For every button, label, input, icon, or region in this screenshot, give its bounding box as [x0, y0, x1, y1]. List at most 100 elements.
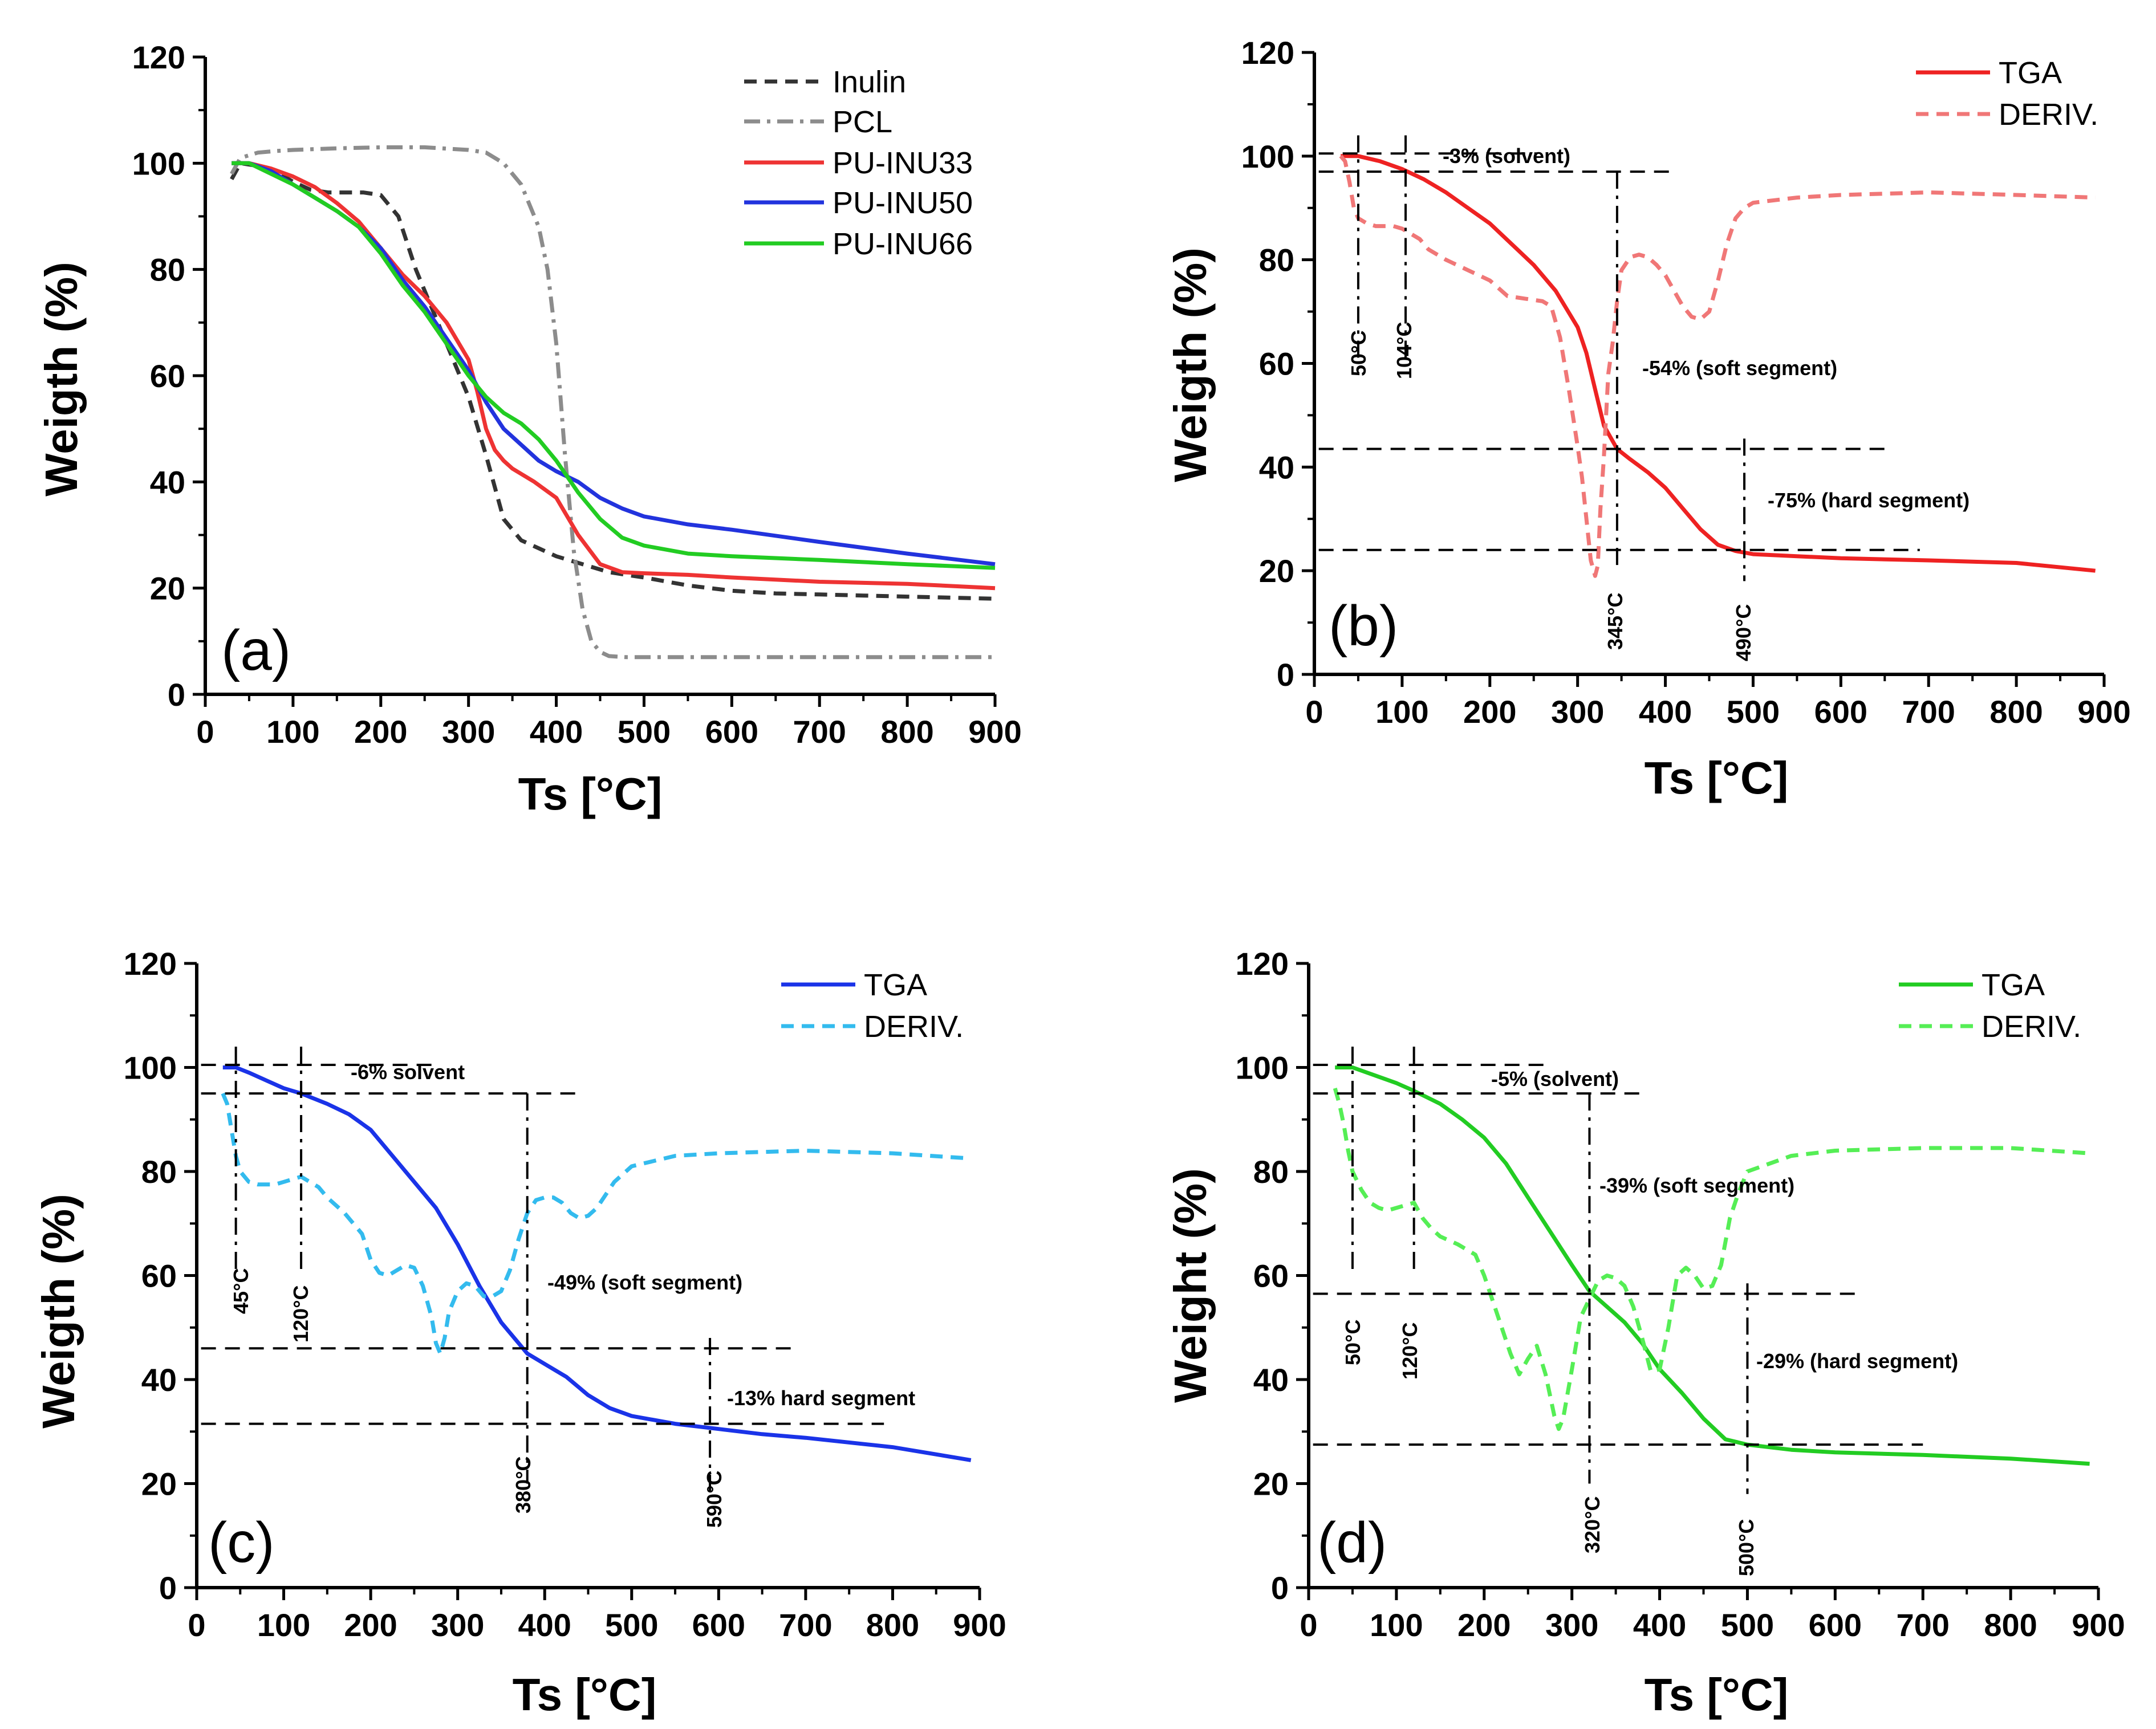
x-tick-label-b: 500	[1727, 694, 1780, 730]
y-tick-label-c: 80	[141, 1154, 177, 1190]
y-tick-label-d: 20	[1253, 1466, 1289, 1502]
panel-b-legend: TGA DERIV.	[1916, 56, 2098, 132]
x-tick-label-c: 200	[344, 1607, 397, 1643]
y-tick-label-a: 60	[150, 358, 185, 394]
legend-c-tga-label: TGA	[864, 968, 927, 1002]
x-tick-label-d: 600	[1809, 1607, 1862, 1643]
x-tick-label-b: 300	[1551, 694, 1604, 730]
panel-c-label: (c)	[208, 1511, 275, 1575]
y-tick-label-a: 120	[132, 39, 185, 75]
panel-c-anno-hard: -13% hard segment	[727, 1386, 915, 1410]
x-tick-label-c: 800	[866, 1607, 919, 1643]
x-tick-label-d: 500	[1721, 1607, 1774, 1643]
panel-b-anno-t2: 104°C	[1392, 322, 1416, 379]
panel-b-axes: 0 100 200 300 400 500 600 700 800 900 0 20 40 60 80 100…	[1241, 35, 2131, 730]
legend-a-pcl-label: PCL	[833, 105, 892, 139]
y-tick-label-b: 20	[1259, 553, 1294, 589]
y-tick-label-c: 120	[124, 946, 177, 982]
panel-c-xlabel: Ts [°C]	[513, 1669, 657, 1720]
y-tick-label-a: 0	[168, 677, 185, 713]
panel-b-anno-hard: -75% (hard segment)	[1768, 489, 1970, 512]
x-tick-label-b: 100	[1375, 694, 1428, 730]
panel-d-guides	[1313, 1047, 1923, 1494]
series-a-inulin	[230, 161, 996, 601]
legend-a-pu-inu50-label: PU-INU50	[833, 186, 973, 220]
panel-c-anno-t2: 120°C	[289, 1285, 312, 1342]
x-tick-label-a: 900	[968, 714, 1021, 750]
x-tick-label-d: 900	[2072, 1607, 2125, 1643]
panel-d: 0 100 200 300 400 500 600 700 800 900 0 20 40 60 80 100…	[1165, 946, 2125, 1720]
panel-b-anno-t3: 345°C	[1603, 593, 1627, 650]
y-tick-label-a: 20	[150, 571, 185, 607]
y-tick-label-c: 100	[124, 1050, 177, 1086]
y-tick-label-b: 80	[1259, 242, 1294, 278]
panel-b-ylabel: Weigth (%)	[1165, 247, 1216, 482]
panel-c: 0 100 200 300 400 500 600 700 800 900 0 20 40 60 80 100…	[33, 946, 1006, 1720]
x-tick-label-b: 700	[1902, 694, 1955, 730]
legend-a-pu-inu33-label: PU-INU33	[833, 146, 973, 180]
x-tick-label-d: 700	[1897, 1607, 1950, 1643]
y-tick-label-b: 100	[1241, 139, 1294, 174]
y-tick-label-c: 60	[141, 1258, 177, 1294]
panel-b-anno-t1: 50°C	[1347, 331, 1370, 376]
panel-d-anno-t4: 500°C	[1735, 1519, 1758, 1576]
x-tick-label-a: 800	[880, 714, 933, 750]
y-tick-label-a: 40	[150, 464, 185, 500]
panel-c-anno-t3: 380°C	[511, 1457, 535, 1514]
panel-c-axes: 0 100 200 300 400 500 600 700 800 900 0 20 40 60 80 100…	[124, 946, 1006, 1643]
x-tick-label-b: 800	[1989, 694, 2043, 730]
y-tick-label-d: 40	[1253, 1362, 1289, 1398]
series-c-tga	[222, 1065, 972, 1462]
x-tick-label-c: 400	[518, 1607, 571, 1643]
panel-d-anno-solvent: -5% (solvent)	[1491, 1067, 1619, 1091]
x-tick-label-b: 200	[1463, 694, 1516, 730]
x-tick-label-d: 0	[1300, 1607, 1317, 1643]
y-tick-label-a: 80	[150, 252, 185, 288]
x-tick-label-c: 300	[431, 1607, 484, 1643]
panel-d-legend: TGA DERIV.	[1899, 968, 2081, 1044]
legend-a-inulin-label: Inulin	[833, 65, 906, 99]
panel-a-legend: Inulin PCL PU-INU33 PU-INU50 PU-INU66	[744, 65, 973, 261]
y-tick-label-b: 60	[1259, 346, 1294, 382]
x-tick-label-a: 300	[442, 714, 495, 750]
y-tick-label-d: 60	[1253, 1258, 1289, 1294]
y-tick-label-d: 100	[1236, 1050, 1289, 1086]
panel-b-series	[1339, 154, 2096, 578]
panel-d-anno-hard: -29% (hard segment)	[1756, 1349, 1958, 1373]
x-tick-label-c: 100	[257, 1607, 310, 1643]
y-tick-label-c: 0	[159, 1570, 177, 1606]
panel-d-anno-t2: 120°C	[1398, 1323, 1422, 1380]
panel-b-xlabel: Ts [°C]	[1645, 752, 1789, 803]
panel-d-label: (d)	[1317, 1511, 1387, 1575]
y-tick-label-a: 100	[132, 145, 185, 181]
panel-d-ylabel: Weight (%)	[1165, 1168, 1216, 1403]
panel-a: 0 100 200 300 400 500 600 700 800 900 0 20 40 60 80 100…	[36, 39, 1022, 819]
panel-d-anno-t1: 50°C	[1341, 1320, 1365, 1365]
panel-d-xlabel: Ts [°C]	[1645, 1669, 1789, 1720]
legend-a-pu-inu66-label: PU-INU66	[833, 227, 973, 261]
y-tick-label-d: 120	[1236, 946, 1289, 982]
x-tick-label-d: 800	[1984, 1607, 2037, 1643]
y-tick-label-b: 120	[1241, 35, 1294, 71]
panel-d-anno-soft: -39% (soft segment)	[1599, 1174, 1794, 1197]
panel-b-label: (b)	[1329, 594, 1398, 658]
series-c-deriv	[221, 1092, 971, 1356]
legend-d-deriv-label: DERIV.	[1982, 1010, 2081, 1044]
panel-a-series	[230, 145, 996, 660]
panel-c-anno-t4: 590°C	[703, 1471, 726, 1528]
panel-a-ylabel: Weigth (%)	[36, 262, 87, 497]
legend-b-deriv-label: DERIV.	[1999, 97, 2098, 132]
x-tick-label-a: 600	[705, 714, 758, 750]
x-tick-label-d: 100	[1370, 1607, 1423, 1643]
panel-b: 0 100 200 300 400 500 600 700 800 900 0 20 40 60 80 100…	[1165, 35, 2131, 803]
panel-c-anno-t1: 45°C	[229, 1268, 253, 1314]
x-tick-label-c: 600	[692, 1607, 745, 1643]
series-a-pu-inu33	[232, 161, 996, 591]
x-tick-label-d: 400	[1633, 1607, 1686, 1643]
y-tick-label-c: 20	[141, 1466, 177, 1502]
panel-b-anno-t4: 490°C	[1732, 604, 1755, 661]
panel-b-guides	[1318, 135, 1920, 581]
x-tick-label-a: 0	[196, 714, 214, 750]
